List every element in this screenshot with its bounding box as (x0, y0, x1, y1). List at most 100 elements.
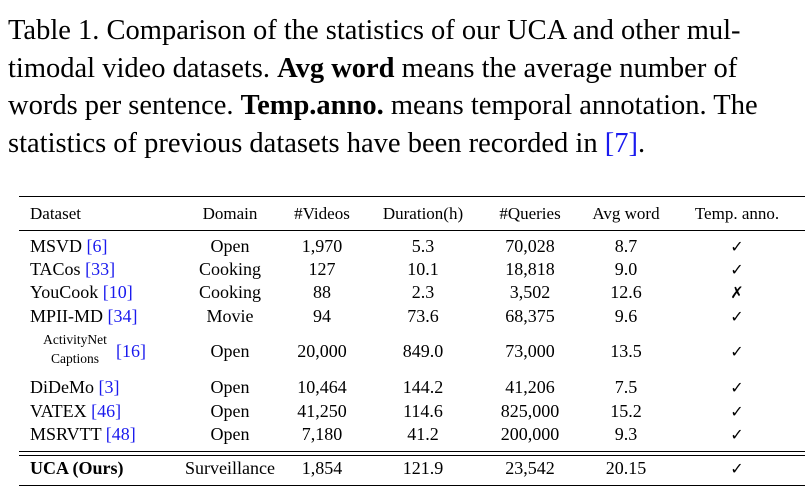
duration-cell: 114.6 (403, 401, 443, 421)
videos-cell: 20,000 (297, 341, 347, 361)
caption-mid2: means temporal annotation. The statistic… (8, 90, 758, 159)
ref-link[interactable]: [48] (105, 424, 136, 444)
caption-prefix: Table 1. Comparison of the statistics of… (8, 15, 741, 84)
caption-temp-anno: Temp.anno. (240, 90, 384, 121)
ref-number: 16 (122, 341, 140, 361)
avg-word-cell: 12.6 (610, 282, 642, 302)
domain-cell: Open (210, 341, 250, 361)
header-queries: #Queries (499, 204, 561, 223)
queries-cell: 3,502 (509, 282, 551, 302)
avg-word-cell: 20.15 (605, 458, 647, 478)
caption-end: . (637, 127, 646, 159)
header-videos: #Videos (294, 204, 350, 223)
table-bottom-rule (19, 485, 805, 486)
check-icon: ✓ (730, 459, 744, 478)
videos-cell: 94 (313, 306, 331, 326)
dataset-name: YouCook [10] (30, 281, 133, 304)
ref-link[interactable]: [46] (91, 401, 122, 421)
check-icon: ✓ (730, 307, 744, 326)
queries-cell: 825,000 (500, 401, 560, 421)
header-dataset: Dataset (30, 204, 81, 223)
queries-cell: 68,375 (505, 306, 555, 326)
dataset-name: TACos [33] (30, 258, 115, 281)
dataset-label: MSRVTT (30, 424, 102, 444)
ref-link[interactable]: [16] (116, 341, 146, 361)
queries-cell: 23,542 (505, 458, 555, 478)
check-icon: ✓ (730, 342, 744, 361)
dataset-label: MPII-MD (30, 306, 104, 326)
queries-cell: 41,206 (505, 377, 555, 397)
ref-link[interactable]: [34] (107, 306, 138, 326)
avg-word-cell: 15.2 (610, 401, 642, 421)
table-header-rule (19, 230, 805, 231)
dataset-label: MSVD (30, 236, 83, 256)
dataset-name: VATEX [46] (30, 400, 121, 423)
ref-link[interactable]: [10] (102, 282, 133, 302)
table-ours-rule-1 (19, 451, 805, 452)
ref-number: 3 (104, 377, 114, 397)
duration-cell: 41.2 (407, 424, 439, 444)
domain-cell: Movie (206, 306, 254, 326)
ref-link[interactable]: [3] (98, 377, 120, 397)
dataset-label: TACos (30, 259, 81, 279)
dataset-name-two-line: ActivityNet Captions (30, 330, 120, 368)
check-icon: ✓ (730, 378, 744, 397)
queries-cell: 200,000 (500, 424, 560, 444)
check-icon: ✓ (730, 425, 744, 444)
header-avg-word: Avg word (592, 204, 660, 223)
queries-cell: 73,000 (505, 341, 555, 361)
dataset-label: DiDeMo (30, 377, 94, 397)
avg-word-cell: 13.5 (610, 341, 642, 361)
caption-mid1: means the average number of words per se… (8, 52, 738, 122)
ref-number: 34 (113, 306, 132, 326)
table-row: ActivityNet Captions [16] Open 20,000 849… (19, 332, 805, 366)
ref-link[interactable]: [33] (85, 259, 116, 279)
header-duration: Duration(h) (382, 204, 464, 223)
queries-cell: 18,818 (505, 259, 555, 279)
domain-cell: Open (210, 377, 250, 397)
table-top-rule (19, 196, 805, 197)
videos-cell: 7,180 (301, 424, 343, 444)
avg-word-cell: 7.5 (614, 377, 638, 397)
ref-number: 33 (91, 259, 110, 279)
dataset-name: DiDeMo [3] (30, 376, 120, 399)
duration-cell: 2.3 (411, 282, 435, 302)
table-row: DiDeMo [3] Open 10,464 144.2 41,206 7.5 … (19, 376, 805, 399)
dataset-name: MSRVTT [48] (30, 423, 136, 446)
domain-cell: Open (210, 424, 250, 444)
caption-ref-link[interactable]: 7 (614, 127, 629, 159)
domain-cell: Open (210, 401, 250, 421)
duration-cell: 10.1 (407, 259, 439, 279)
table-row-ours: UCA (Ours) Surveillance 1,854 121.9 23,5… (19, 457, 805, 480)
check-icon: ✓ (730, 237, 744, 256)
table-row: MPII-MD [34] Movie 94 73.6 68,375 9.6 ✓ (19, 305, 805, 328)
avg-word-cell: 9.0 (614, 259, 638, 279)
videos-cell: 127 (308, 259, 336, 279)
header-domain: Domain (202, 204, 258, 223)
table-row: VATEX [46] Open 41,250 114.6 825,000 15.… (19, 400, 805, 423)
domain-cell: Surveillance (185, 458, 275, 478)
videos-cell: 1,970 (301, 236, 343, 256)
dataset-name: MPII-MD [34] (30, 305, 138, 328)
domain-cell: Cooking (198, 259, 261, 279)
ref-number: 6 (92, 236, 102, 256)
ref-link[interactable]: [6] (86, 236, 108, 256)
caption-ref-close: ] (628, 127, 638, 159)
table-row: YouCook [10] Cooking 88 2.3 3,502 12.6 ✗ (19, 281, 805, 304)
duration-cell: 849.0 (402, 341, 444, 361)
dataset-name: MSVD [6] (30, 235, 108, 258)
avg-word-cell: 9.6 (614, 306, 638, 326)
videos-cell: 41,250 (297, 401, 347, 421)
dataset-label-line2: Captions (50, 351, 99, 366)
duration-cell: 121.9 (402, 458, 444, 478)
check-icon: ✓ (730, 402, 744, 421)
ref-number: 48 (111, 424, 130, 444)
table-row: MSRVTT [48] Open 7,180 41.2 200,000 9.3 … (19, 423, 805, 446)
dataset-label-line1: ActivityNet (43, 332, 107, 347)
videos-cell: 88 (313, 282, 331, 302)
caption-avg-word: Avg word (277, 52, 395, 84)
avg-word-cell: 8.7 (614, 236, 638, 256)
queries-cell: 70,028 (505, 236, 555, 256)
duration-cell: 73.6 (407, 306, 439, 326)
dataset-label: YouCook (30, 282, 99, 302)
